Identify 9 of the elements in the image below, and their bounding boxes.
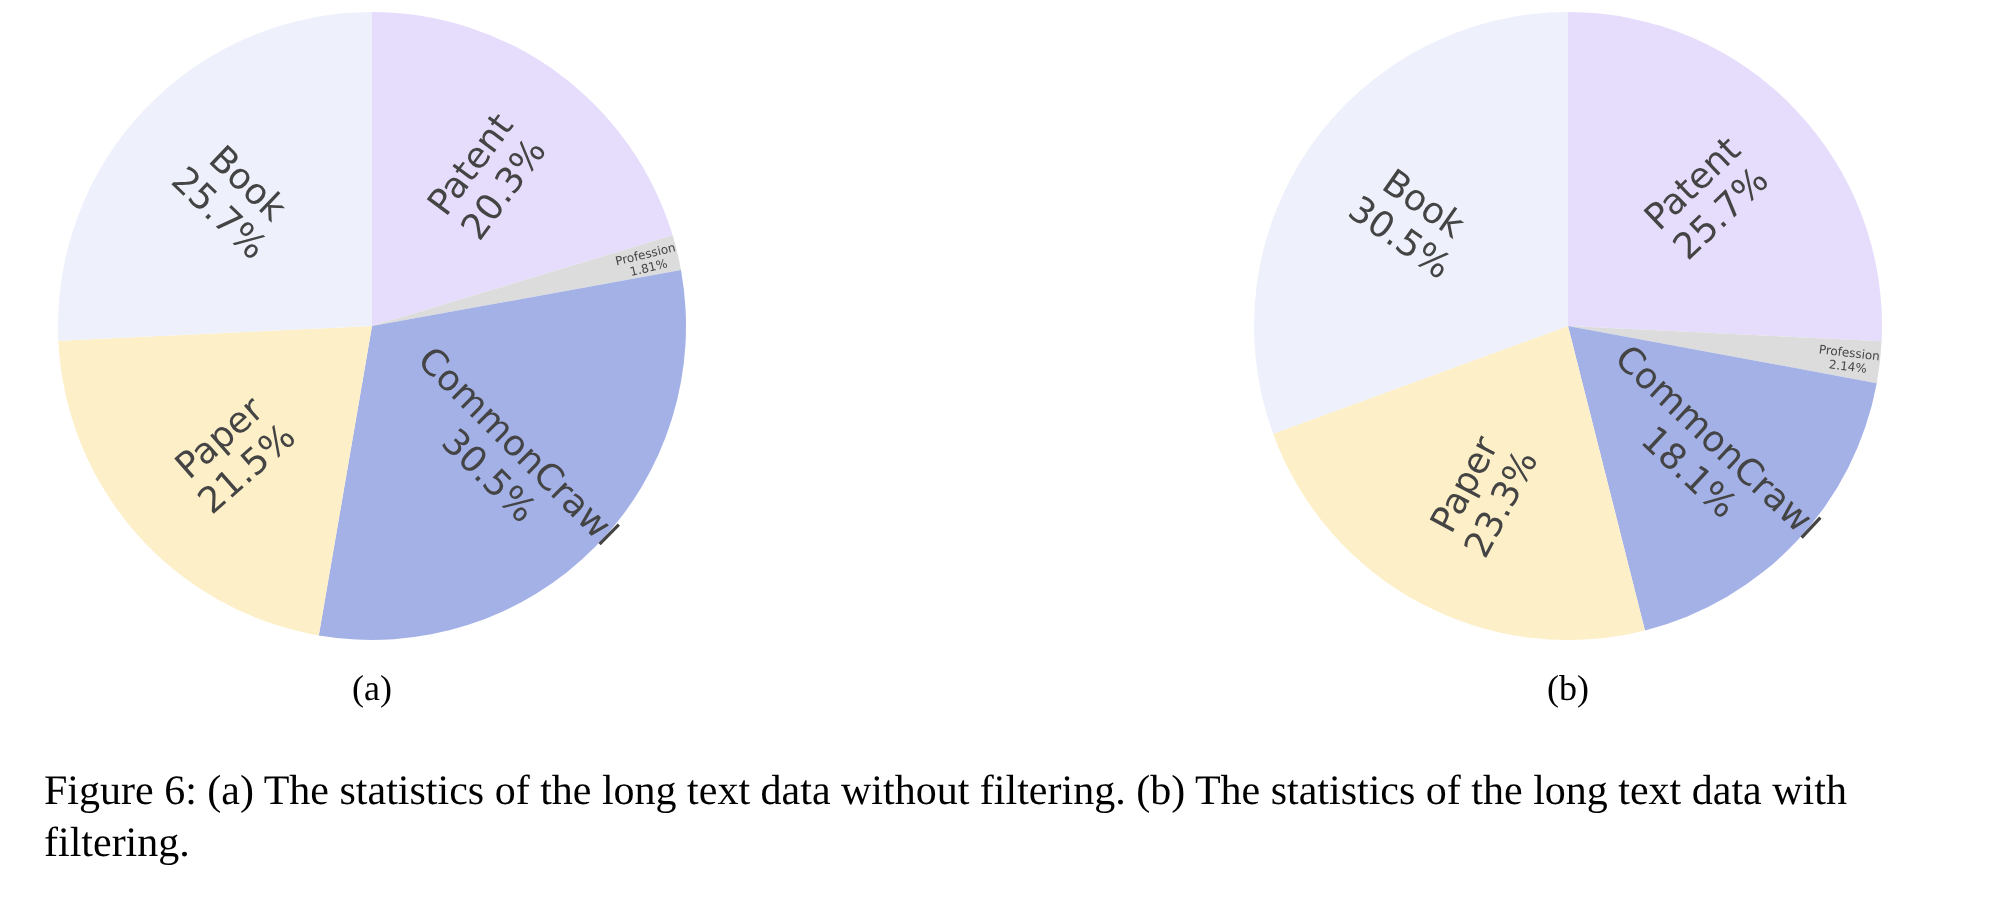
text: (a) [352,668,392,708]
pie-slice [58,12,372,341]
pie-slice [58,326,372,636]
caption: Figure 6: (a) The statistics of the long text data without filtering. (b) The statistics of the long text data with filtering. [44,764,1849,868]
pie-slice [372,12,673,326]
pie-slice [1568,12,1882,342]
pie-slice [1568,326,1877,631]
text: (b) [1547,668,1589,708]
pie-slice [1254,12,1568,434]
